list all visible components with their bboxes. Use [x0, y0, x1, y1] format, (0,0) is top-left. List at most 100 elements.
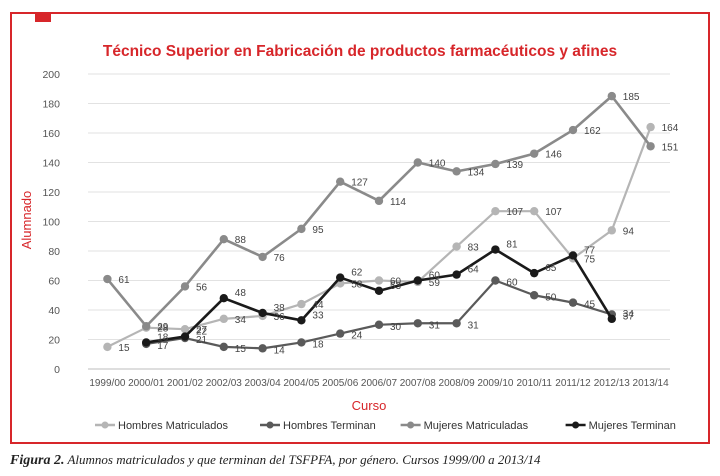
data-point — [336, 329, 345, 338]
data-label: 94 — [623, 226, 635, 237]
data-point — [258, 252, 267, 262]
data-label: 21 — [196, 335, 208, 346]
y-tick-label: 100 — [42, 217, 60, 229]
data-point — [568, 251, 578, 260]
data-label: 65 — [545, 263, 557, 274]
data-label: 95 — [312, 225, 324, 236]
legend-label: Hombres Matriculados — [118, 420, 229, 432]
data-label: 53 — [390, 281, 402, 292]
x-tick-label: 2006/07 — [361, 378, 398, 389]
series-hombres-matriculados — [103, 122, 655, 352]
data-label: 14 — [274, 345, 286, 356]
y-tick-label: 60 — [48, 276, 60, 288]
series-line — [106, 126, 652, 348]
series-mujeres-matriculadas — [103, 91, 655, 331]
data-label: 60 — [390, 277, 402, 288]
data-point — [180, 324, 190, 334]
figure-caption-text: Alumnos matriculados y que terminan del … — [64, 452, 541, 467]
data-point — [142, 322, 151, 331]
data-point — [568, 125, 578, 135]
data-label: 37 — [623, 311, 635, 322]
data-label: 33 — [312, 310, 324, 321]
y-tick-label: 0 — [54, 364, 60, 376]
y-tick-label: 120 — [42, 187, 60, 199]
data-label: 50 — [545, 292, 557, 303]
data-label: 64 — [468, 265, 480, 276]
data-label: 59 — [429, 278, 441, 289]
data-point — [491, 245, 500, 254]
data-label: 29 — [157, 322, 169, 333]
data-label: 61 — [118, 275, 130, 286]
data-point — [374, 286, 384, 296]
data-point — [413, 158, 422, 167]
figure-caption: Figura 2. Alumnos matriculados y que ter… — [10, 452, 710, 469]
figure-caption-label: Figura 2. — [10, 453, 65, 468]
x-tick-label: 2013/14 — [633, 378, 670, 389]
data-point — [491, 276, 500, 285]
data-label: 114 — [390, 197, 406, 208]
data-label: 17 — [157, 341, 169, 352]
data-label: 107 — [506, 207, 523, 218]
data-label: 83 — [468, 243, 480, 254]
data-point — [219, 314, 228, 324]
x-tick-label: 2007/08 — [400, 378, 437, 389]
legend-label: Mujeres Matriculadas — [424, 420, 529, 432]
data-label: 134 — [468, 167, 485, 178]
data-point — [336, 273, 345, 282]
legend: Hombres Matriculados Hombres Terminan Muje… — [95, 420, 676, 432]
data-point — [413, 276, 422, 285]
legend-entry: Mujeres Terminan — [565, 420, 676, 432]
data-point — [452, 167, 461, 176]
legend-entry: Hombres Terminan — [260, 420, 376, 432]
data-label: 58 — [351, 279, 363, 290]
data-label: 139 — [506, 160, 523, 171]
x-tick-label: 2000/01 — [128, 378, 165, 389]
data-point — [452, 242, 461, 251]
data-label: 15 — [235, 344, 247, 355]
data-label: 34 — [623, 309, 635, 320]
y-tick-label: 140 — [42, 158, 60, 170]
y-tick-label: 160 — [42, 128, 60, 140]
data-point — [530, 206, 539, 216]
data-point — [607, 314, 616, 324]
data-point — [258, 308, 267, 318]
data-label: 127 — [351, 178, 368, 189]
data-point — [219, 294, 228, 303]
data-label: 45 — [584, 300, 596, 311]
data-point — [491, 206, 500, 216]
data-label: 185 — [623, 92, 640, 103]
legend-entry: Mujeres Matriculadas — [400, 420, 529, 432]
data-point — [374, 276, 384, 285]
chart-frame — [10, 12, 710, 444]
x-tick-label: 2001/02 — [167, 378, 204, 389]
x-tick-label: 2012/13 — [594, 378, 631, 389]
legend-label: Mujeres Terminan — [589, 420, 676, 432]
data-point — [607, 226, 616, 235]
data-label: 107 — [545, 207, 562, 218]
x-tick-label: 2008/09 — [439, 378, 476, 389]
data-point — [336, 177, 345, 186]
data-point — [297, 224, 306, 234]
data-label: 44 — [312, 300, 324, 311]
data-label: 18 — [312, 339, 324, 350]
data-point — [103, 274, 112, 284]
data-label: 34 — [235, 315, 247, 326]
legend-swatch-marker — [407, 421, 415, 429]
legend-label: Hombres Terminan — [283, 420, 376, 432]
data-point — [297, 299, 306, 309]
y-tick-label: 40 — [48, 305, 60, 317]
data-point — [568, 298, 578, 307]
data-label: 88 — [235, 235, 247, 246]
line-chart: Técnico Superior en Fabricación de produ… — [19, 43, 679, 432]
data-label: 164 — [662, 123, 679, 134]
x-tick-label: 2002/03 — [206, 378, 243, 389]
data-point — [374, 320, 384, 329]
chart-title: Técnico Superior en Fabricación de produ… — [103, 43, 617, 60]
data-label: 28 — [157, 324, 169, 335]
data-point — [142, 338, 151, 347]
data-point — [646, 142, 655, 151]
data-label: 30 — [390, 322, 402, 333]
data-point — [374, 196, 384, 206]
data-label: 27 — [196, 325, 208, 336]
y-tick-label: 20 — [48, 335, 60, 347]
